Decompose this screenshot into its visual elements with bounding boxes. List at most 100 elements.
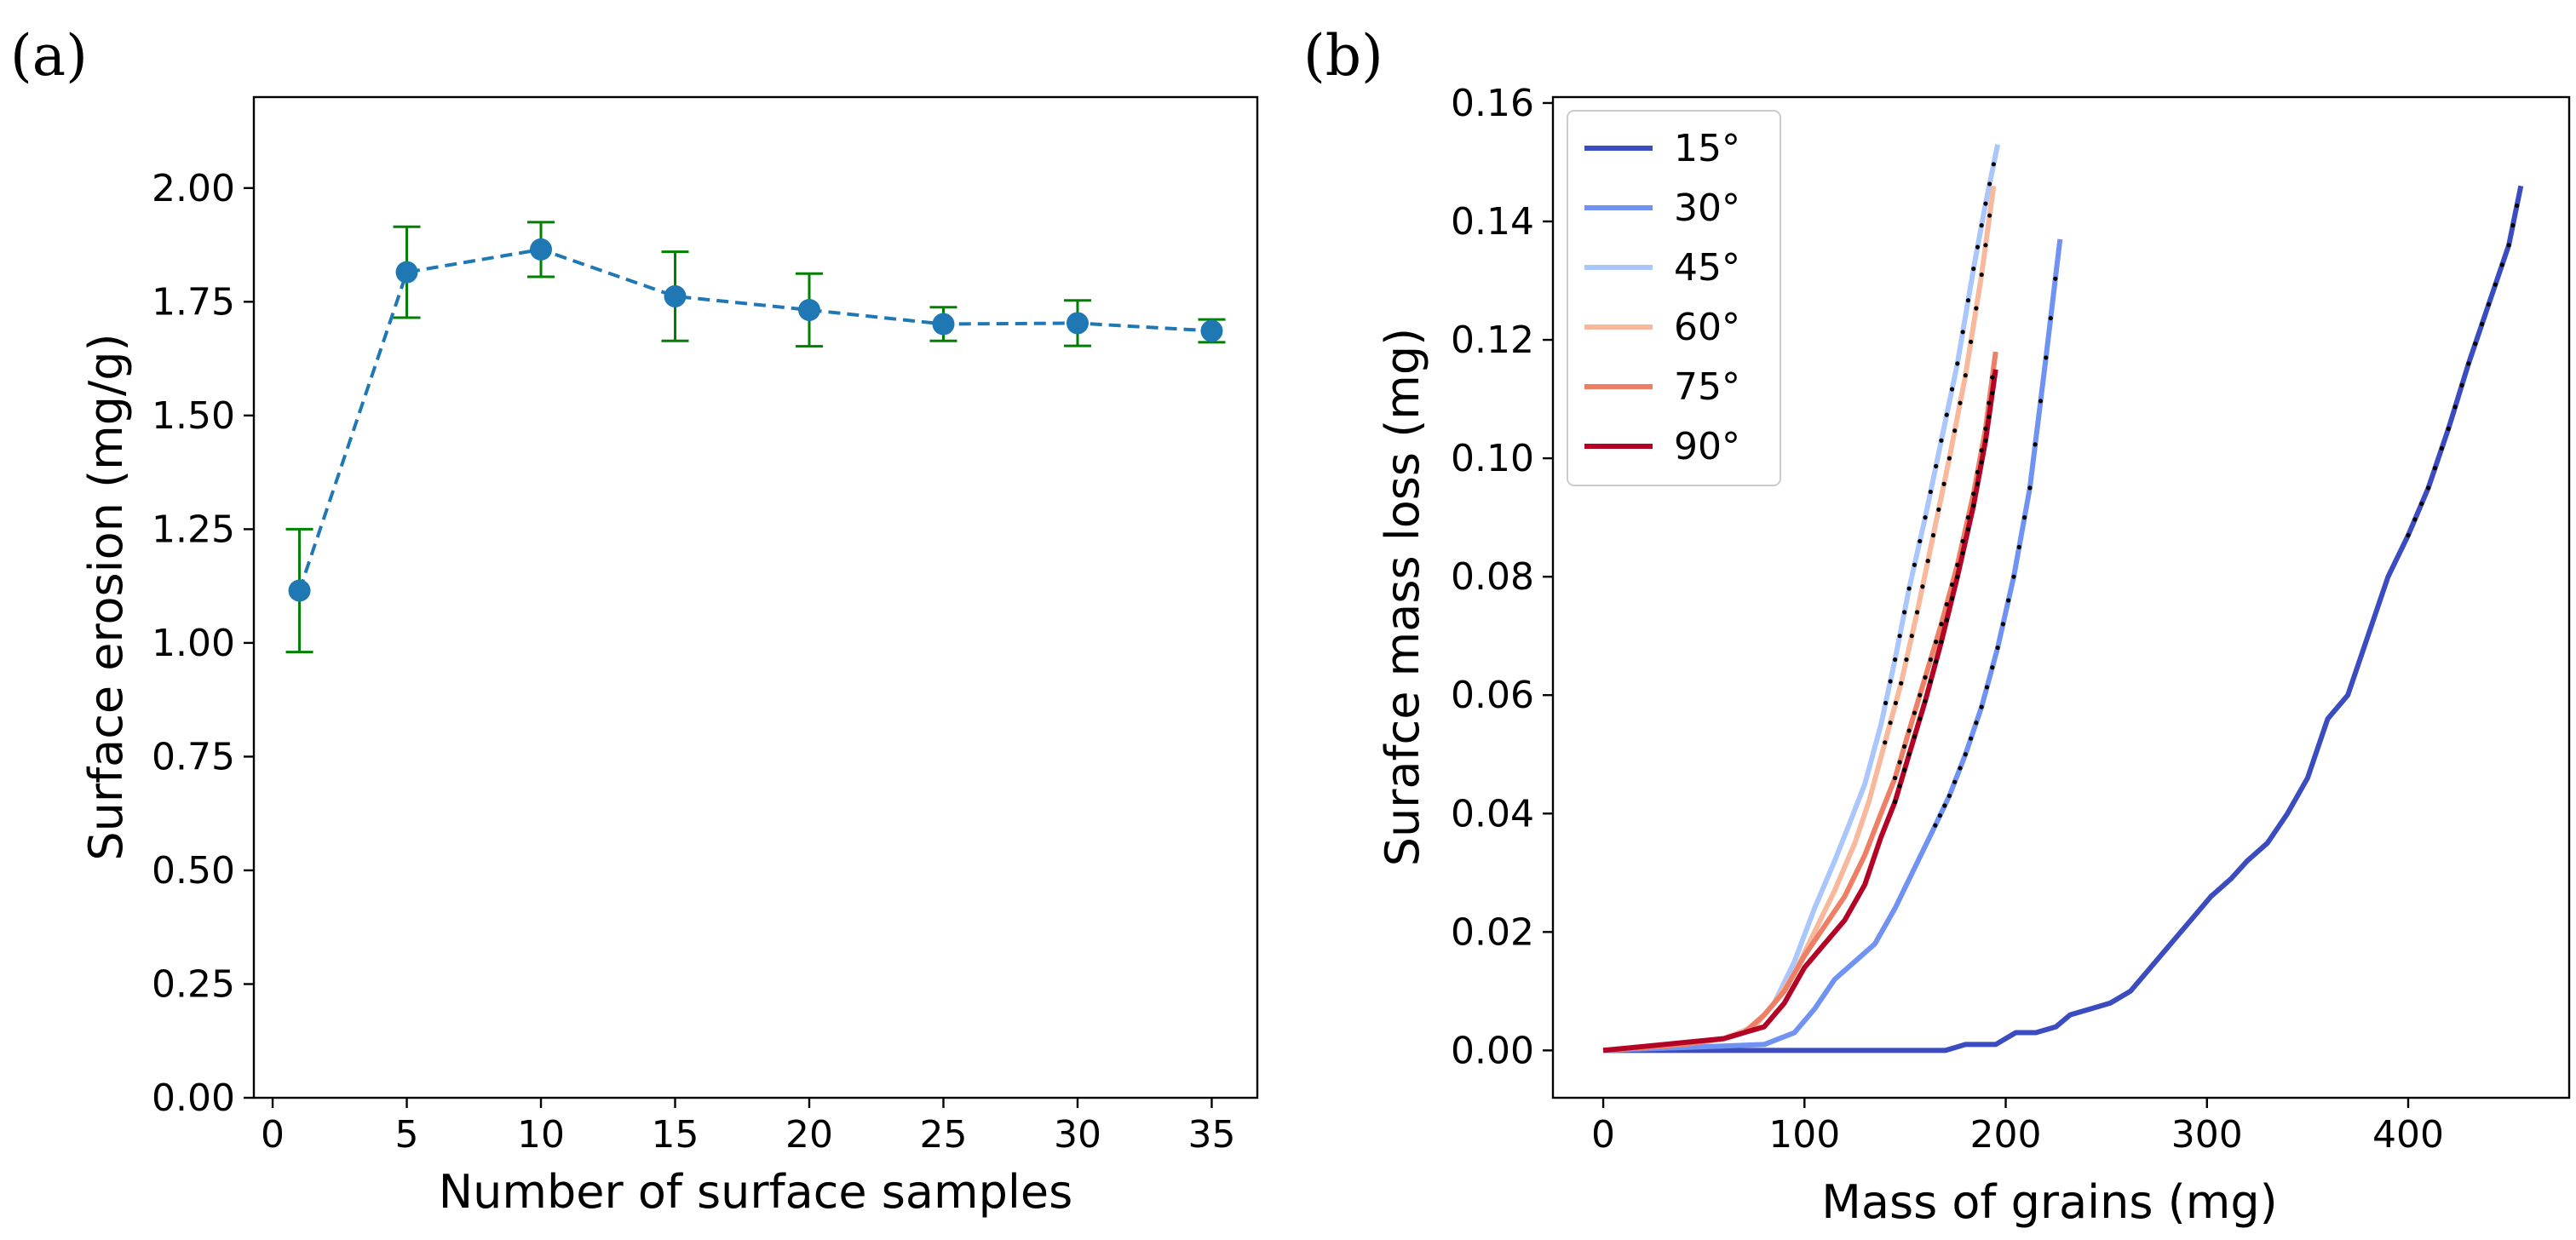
data-point [288, 579, 311, 602]
panel-b-y-tick-label: 0.02 [1451, 910, 1534, 954]
marker-dot [1984, 685, 1990, 690]
marker-dot [2506, 243, 2511, 248]
panel-b-y-tick-label: 0.12 [1451, 319, 1534, 362]
series-line [297, 247, 1212, 592]
marker-dot [1983, 426, 1988, 431]
marker-dot [2459, 382, 2464, 388]
panel-b-x-tick-label: 400 [2372, 1113, 2444, 1157]
marker-dot [2021, 515, 2027, 520]
panel-a-y-tick-label: 0.25 [152, 962, 235, 1006]
marker-dot [2406, 532, 2411, 538]
panel-b-y-tick-label: 0.16 [1451, 82, 1534, 125]
marker-dot [1946, 793, 1952, 799]
marker-dot [1939, 622, 1944, 627]
marker-dot [1958, 766, 1963, 771]
marker-dot [1883, 700, 1889, 706]
marker-dot [1979, 272, 1984, 278]
marker-dot [1941, 481, 1946, 486]
panel-a-x-tick-label: 35 [1187, 1113, 1235, 1157]
panel-b-y-tick-label: 0.08 [1451, 555, 1534, 599]
panel-a-y-tick-label: 2.00 [152, 167, 235, 210]
panel-a-y-tick-label: 0.00 [152, 1076, 235, 1120]
marker-dot [1939, 640, 1944, 645]
panel-b-y-tick-label: 0.00 [1451, 1029, 1534, 1072]
data-point [530, 238, 553, 261]
marker-dot [1975, 481, 1981, 486]
marker-dot [2011, 574, 2016, 579]
marker-dot [1974, 306, 1979, 311]
marker-dot [1987, 213, 1992, 218]
marker-dot [1906, 728, 1912, 733]
marker-dot [1928, 657, 1933, 663]
marker-dot [1897, 760, 1902, 765]
marker-dot [1955, 562, 1960, 567]
panel-a-x-tick-label: 5 [395, 1113, 419, 1157]
legend-label: 60° [1674, 306, 1740, 349]
panel-a-x-tick-label: 30 [1054, 1113, 1101, 1157]
marker-dot [1920, 584, 1925, 589]
panel-a-x-tick-label: 10 [517, 1113, 565, 1157]
panel-b-plot-frame [1551, 95, 2571, 1099]
panel-b-data [1602, 144, 2524, 1053]
marker-dot [1918, 716, 1923, 721]
legend-label: 45° [1674, 246, 1740, 290]
legend-label: 30° [1674, 187, 1740, 230]
marker-dot [1965, 515, 1971, 520]
marker-dot [1906, 586, 1912, 591]
marker-dot [1983, 438, 1988, 443]
legend-box [1567, 110, 1781, 486]
panel-a-plot-frame [252, 95, 1259, 1099]
marker-dot [1902, 743, 1907, 749]
marker-dot [1937, 812, 1942, 818]
marker-dot [2033, 442, 2038, 447]
marker-dot [2486, 301, 2492, 307]
marker-dot [1949, 582, 1955, 588]
marker-dot [1912, 734, 1918, 739]
marker-dot [1944, 617, 1949, 623]
marker-dot [1955, 361, 1960, 366]
marker-dot [1888, 679, 1893, 684]
data-point [664, 284, 687, 307]
marker-dot [2000, 622, 2005, 627]
marker-dot [2053, 276, 2058, 281]
panel-b-x-tick-label: 0 [1591, 1113, 1615, 1157]
marker-dot [2048, 315, 2053, 321]
panel-b-x-tick-label: 200 [1970, 1113, 2042, 1157]
marker-dot [1906, 752, 1912, 757]
marker-dot [1897, 634, 1902, 639]
marker-dot [1902, 767, 1907, 772]
panel-a-x-tick-label: 25 [919, 1113, 967, 1157]
panel-b-chart: 0 100 200 300 400 0.000.020.040.060.080.100.… [1376, 82, 2571, 1229]
panel-a-chart: 0 5 10 15 20 25 30 35 0.00 0.25 0.50 0.75 1.00 1.25 1… [79, 95, 1259, 1219]
marker-dot [2016, 544, 2021, 550]
data-point [797, 298, 820, 321]
marker-dot [1987, 400, 1992, 405]
panel-a-y-tick-label: 1.50 [152, 394, 235, 438]
marker-dot [1923, 515, 1928, 520]
marker-dot [1934, 659, 1939, 664]
marker-dot [2027, 485, 2033, 491]
marker-dot [2499, 262, 2504, 267]
marker-dot [2432, 466, 2438, 471]
marker-dot [1939, 438, 1944, 443]
marker-dot [1968, 339, 1974, 344]
data-point [1200, 319, 1223, 342]
marker-dot [1960, 330, 1965, 335]
marker-dot [1974, 720, 1979, 726]
marker-dot [1968, 736, 1974, 741]
marker-dot [1893, 775, 1898, 781]
marker-dot [1963, 752, 1968, 757]
marker-dot [2493, 282, 2498, 287]
marker-dot [1990, 391, 1995, 396]
panel-a-x-tick-label: 20 [785, 1113, 833, 1157]
legend-label: 90° [1674, 425, 1740, 468]
marker-dot [1933, 823, 1938, 828]
marker-dot [1902, 610, 1907, 615]
marker-dot [1918, 692, 1923, 698]
marker-dot [1971, 267, 1976, 272]
panel-a-y-axis-title: Surface erosion (mg/g) [79, 333, 133, 860]
marker-dot [1960, 538, 1965, 544]
panel-b-y-tick-label: 0.14 [1451, 200, 1534, 244]
marker-dot [1946, 456, 1952, 461]
